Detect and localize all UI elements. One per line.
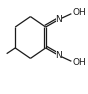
Text: N: N [56,51,62,60]
Text: OH: OH [72,8,86,17]
Text: N: N [56,15,62,24]
Text: OH: OH [72,58,86,67]
